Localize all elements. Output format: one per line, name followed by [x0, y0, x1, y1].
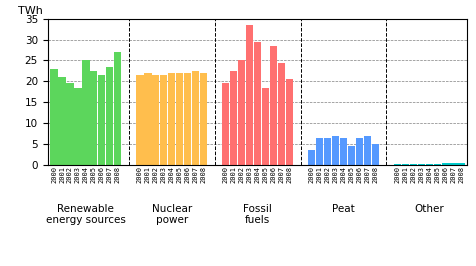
Bar — [339, 138, 347, 165]
Bar — [168, 73, 175, 165]
Bar — [176, 73, 183, 165]
Bar — [50, 69, 58, 165]
Bar — [246, 25, 253, 165]
Bar — [417, 164, 424, 165]
Bar — [222, 84, 229, 165]
Bar — [323, 138, 330, 165]
Bar — [114, 52, 121, 165]
Bar — [448, 163, 456, 165]
Bar — [331, 136, 338, 165]
Bar — [152, 75, 159, 165]
Bar — [393, 164, 400, 165]
Text: Peat: Peat — [331, 204, 354, 214]
Bar — [269, 46, 277, 165]
Text: Fossil
fuels: Fossil fuels — [243, 204, 271, 225]
Bar — [347, 146, 354, 165]
Text: Renewable
energy sources: Renewable energy sources — [46, 204, 126, 225]
Bar — [285, 79, 292, 165]
Text: Other: Other — [414, 204, 443, 214]
Text: Nuclear
power: Nuclear power — [151, 204, 191, 225]
Bar — [261, 88, 268, 165]
Bar — [90, 71, 97, 165]
Bar — [199, 73, 207, 165]
Bar — [371, 144, 378, 165]
Bar — [229, 71, 237, 165]
Bar — [401, 164, 408, 165]
Bar — [98, 75, 105, 165]
Bar — [307, 150, 315, 165]
Bar — [433, 164, 440, 165]
Bar — [315, 138, 323, 165]
Bar — [355, 138, 362, 165]
Bar — [409, 164, 416, 165]
Bar — [160, 75, 167, 165]
Bar — [66, 84, 73, 165]
Bar — [74, 88, 81, 165]
Bar — [441, 163, 448, 165]
Text: TWh: TWh — [18, 6, 43, 16]
Bar — [144, 73, 151, 165]
Bar — [184, 73, 191, 165]
Bar — [136, 75, 143, 165]
Bar — [82, 60, 89, 165]
Bar — [191, 71, 199, 165]
Bar — [106, 67, 113, 165]
Bar — [238, 60, 245, 165]
Bar — [253, 41, 261, 165]
Bar — [58, 77, 66, 165]
Bar — [363, 136, 370, 165]
Bar — [277, 63, 285, 165]
Bar — [456, 163, 464, 165]
Bar — [425, 164, 432, 165]
